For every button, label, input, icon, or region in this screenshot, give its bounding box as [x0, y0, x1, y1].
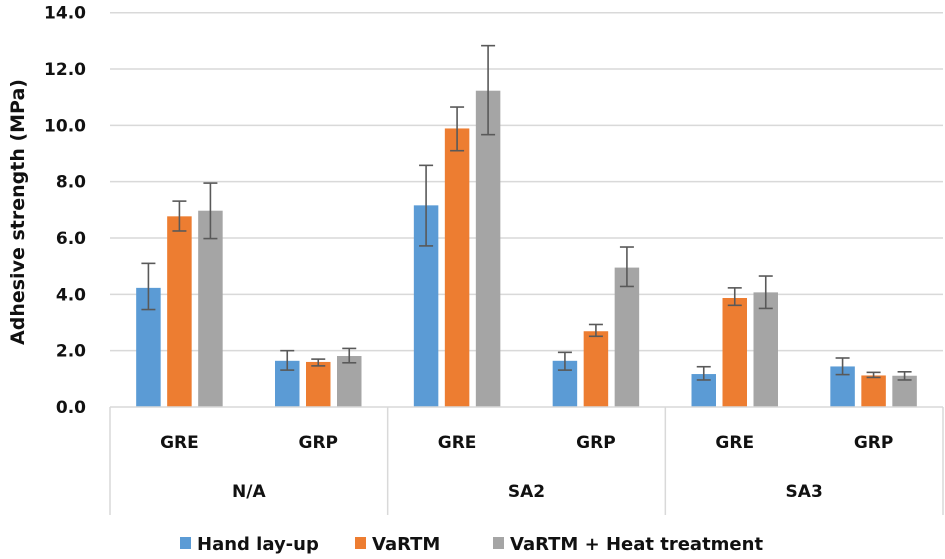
- y-axis-ticks: 0.0 2.0 4.0 6.0 8.0 10.0 12.0 14.0: [44, 4, 86, 418]
- bar: [475, 90, 501, 407]
- legend-swatch: [180, 537, 191, 549]
- x-tick-label: GRE: [715, 433, 754, 453]
- x-group-label: SA3: [786, 482, 823, 502]
- error-bars: [141, 44, 912, 381]
- legend-swatch: [355, 537, 366, 549]
- x-tick-label: GRE: [160, 433, 199, 453]
- x-group-label: SA2: [508, 482, 545, 502]
- y-axis-label: Adhesive strength (MPa): [7, 79, 29, 345]
- bar: [722, 298, 747, 407]
- y-tick-label: 0.0: [56, 398, 86, 418]
- bar: [167, 216, 192, 407]
- bar: [753, 292, 778, 407]
- bar: [337, 356, 362, 407]
- bar: [892, 375, 917, 407]
- legend-swatch: [493, 537, 504, 549]
- y-tick-label: 10.0: [44, 116, 86, 136]
- bar: [614, 267, 640, 407]
- y-tick-label: 2.0: [56, 342, 86, 362]
- y-tick-label: 14.0: [44, 4, 86, 24]
- legend-label: VaRTM + Heat treatment: [510, 534, 763, 555]
- legend-label: VaRTM: [372, 534, 440, 555]
- x-tick-label: GRP: [576, 433, 616, 453]
- y-tick-label: 6.0: [56, 229, 86, 249]
- bar: [861, 375, 886, 407]
- gridlines: [110, 11, 943, 352]
- bar: [583, 331, 609, 407]
- legend: Hand lay-up VaRTM VaRTM + Heat treatment: [180, 534, 763, 555]
- x-group-label: N/A: [232, 482, 266, 502]
- bar: [198, 210, 223, 407]
- y-tick-label: 8.0: [56, 173, 86, 193]
- x-tick-label: GRP: [854, 433, 894, 453]
- x-axis: GRE GRP GRE GRP GRE GRP N/A SA2 SA3: [109, 406, 944, 515]
- y-tick-label: 4.0: [56, 285, 86, 305]
- y-tick-label: 12.0: [44, 60, 86, 80]
- x-tick-label: GRP: [298, 433, 338, 453]
- x-tick-label: GRE: [438, 433, 477, 453]
- bar: [306, 361, 331, 407]
- bars: [136, 90, 917, 408]
- legend-label: Hand lay-up: [197, 534, 319, 555]
- bar: [444, 128, 470, 408]
